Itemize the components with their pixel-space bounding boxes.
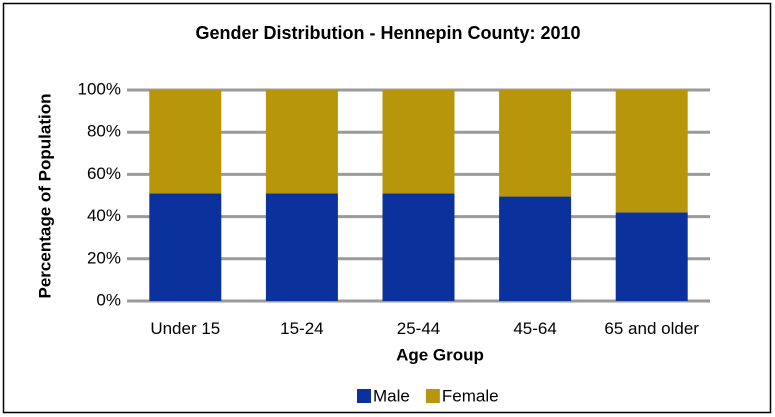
- bar-segment: [499, 196, 572, 301]
- chart-title: Gender Distribution - Hennepin County: 2…: [195, 23, 580, 43]
- x-axis-title: Age Group: [396, 345, 484, 364]
- y-tick-label: 40%: [87, 206, 121, 225]
- bar-segment: [149, 193, 222, 301]
- x-tick-label: 45-64: [513, 319, 557, 338]
- y-tick-label: 80%: [87, 122, 121, 141]
- y-tick-label: 20%: [87, 248, 121, 267]
- bar-segment: [615, 90, 688, 213]
- bar-segment: [499, 90, 572, 197]
- x-tick-label: 15-24: [280, 319, 324, 338]
- bar-segment: [265, 90, 338, 194]
- bar-segment: [382, 90, 455, 194]
- x-tick-label: 25-44: [396, 319, 441, 338]
- y-axis-title: Percentage of Population: [35, 94, 54, 299]
- y-tick-label: 100%: [78, 79, 121, 98]
- bar-segment: [615, 212, 688, 301]
- legend-label: Female: [442, 386, 499, 405]
- x-tick-label: 65 and older: [604, 319, 699, 338]
- legend-label: Male: [373, 386, 410, 405]
- bar-segment: [382, 193, 455, 301]
- y-tick-label: 60%: [87, 164, 121, 183]
- bar-segment: [265, 193, 338, 301]
- legend-swatch: [425, 389, 440, 403]
- bar-segment: [149, 90, 222, 194]
- legend-swatch: [357, 389, 371, 403]
- x-tick-label: Under 15: [150, 319, 221, 338]
- y-tick-label: 0%: [96, 290, 121, 309]
